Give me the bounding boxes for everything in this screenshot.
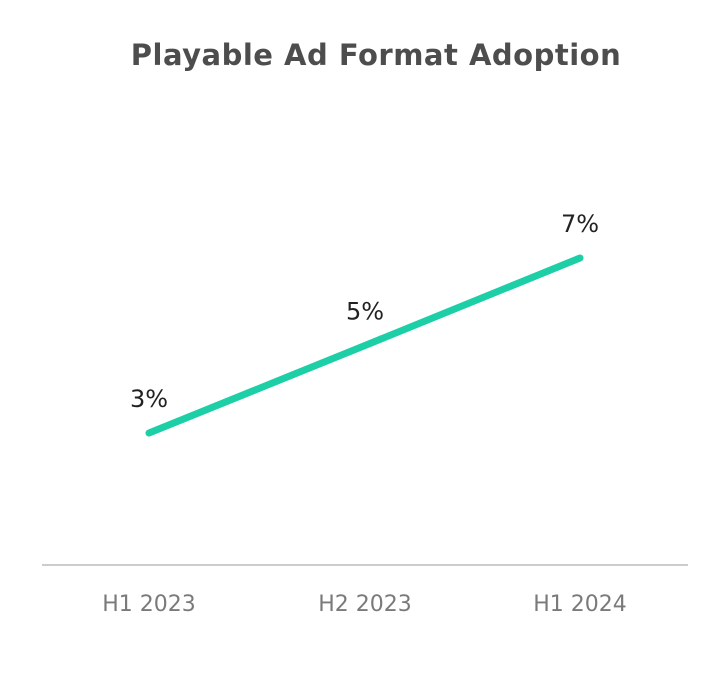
series-group — [145, 254, 584, 437]
chart-title: Playable Ad Format Adoption — [130, 38, 622, 72]
series-line — [145, 254, 584, 437]
data-label: 3% — [130, 385, 168, 413]
x-tick-label: H1 2023 — [102, 592, 196, 617]
data-label: 7% — [561, 210, 599, 238]
x-tick-label: H1 2024 — [533, 592, 627, 617]
data-label: 5% — [346, 298, 384, 326]
x-tick-labels-group: H1 2023 H2 2023 H1 2024 — [102, 592, 627, 617]
data-labels-group: 3% 5% 7% — [130, 210, 599, 413]
x-tick-label: H2 2023 — [318, 592, 412, 617]
